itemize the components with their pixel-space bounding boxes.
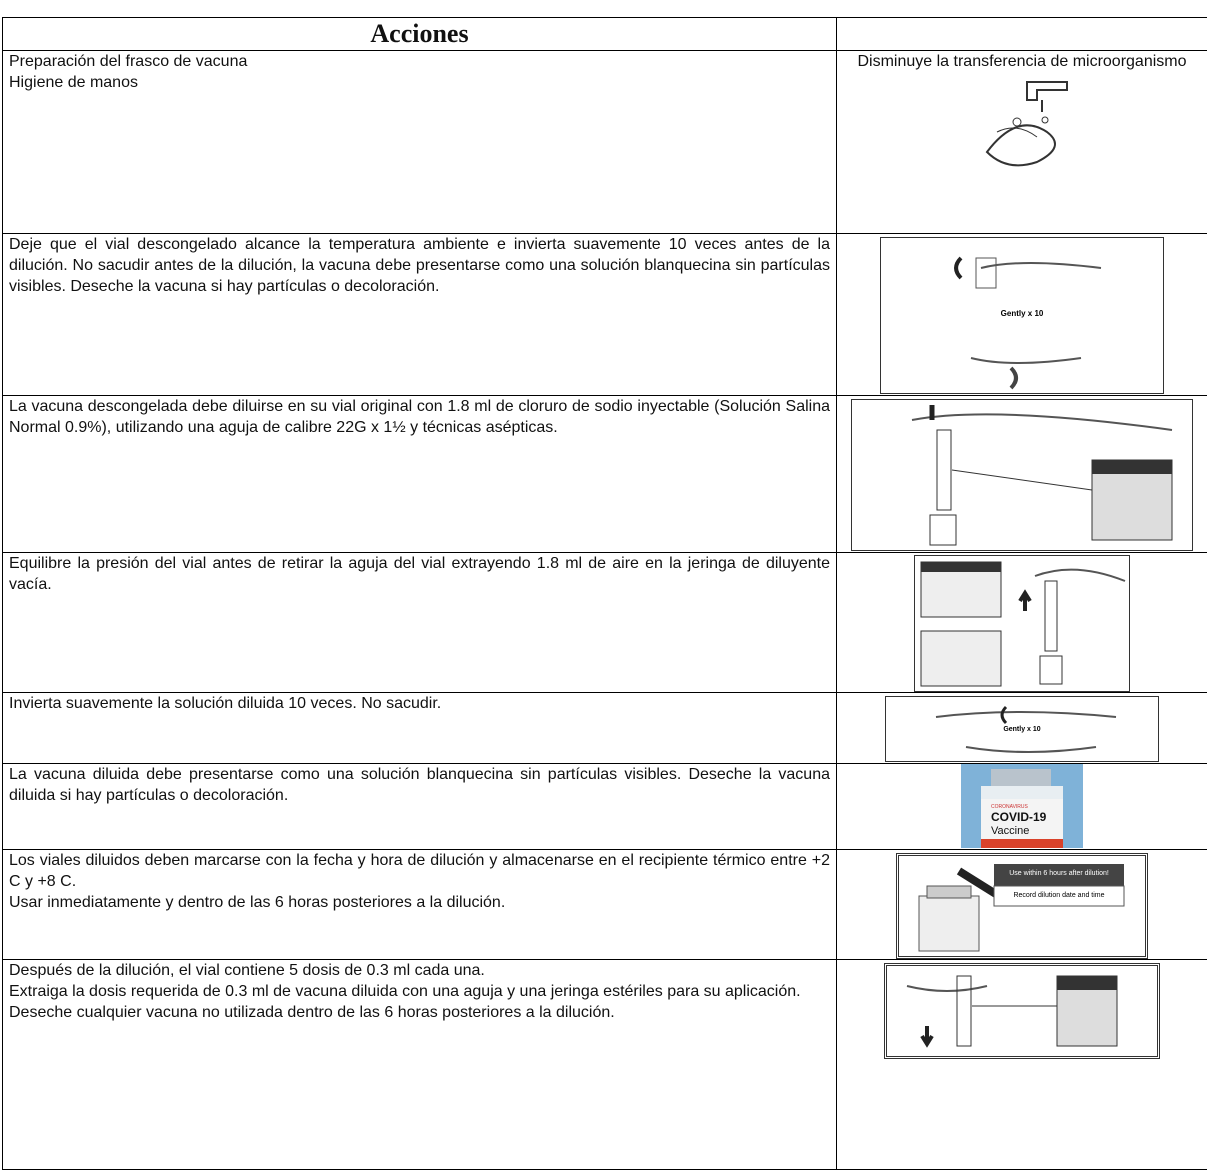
image-cell [836, 552, 1207, 693]
action-text: La vacuna diluida debe presentarse como … [9, 766, 830, 804]
image-text: COVID-19 [991, 810, 1047, 824]
action-text: Deseche cualquier vacuna no utilizada de… [9, 1004, 615, 1021]
dilute-image [851, 399, 1193, 551]
image-text: CORONAVIRUS [991, 804, 1029, 810]
image-text: Gently x 10 [1001, 309, 1044, 318]
action: Los viales diluidos deben marcarse con l… [2, 849, 837, 960]
header-empty [836, 17, 1207, 51]
image-text: Vaccine [991, 825, 1029, 837]
image-text: Use within 6 hours after dilution! [1009, 870, 1109, 877]
action-text: La vacuna descongelada debe diluirse en … [9, 398, 830, 436]
action-text: Invierta suavemente la solución diluida … [9, 695, 442, 712]
dose-image [884, 963, 1160, 1059]
label-image: Use within 6 hours after dilution! Record… [896, 853, 1148, 959]
action-text: Equilibre la presión del vial antes de r… [9, 555, 830, 593]
action-text: Usar inmediatamente y dentro de las 6 ho… [9, 894, 506, 911]
header: Acciones [2, 17, 837, 51]
image-text: Record dilution date and time [1013, 892, 1104, 899]
image-cell: Disminuye la transferencia de microorgan… [836, 50, 1207, 234]
action-text: Después de la dilución, el vial contiene… [9, 962, 485, 979]
image-cell: Gently x 10 [836, 692, 1207, 764]
action-text: Preparación del frasco de vacuna [9, 53, 248, 70]
image-text: Gently x 10 [1003, 726, 1040, 733]
actions-table: Acciones Preparación del frasco de vacun… [2, 17, 1207, 1170]
action: Equilibre la presión del vial antes de r… [2, 552, 837, 693]
invert-image: Gently x 10 [880, 237, 1164, 394]
action-text: Deje que el vial descongelado alcance la… [9, 236, 830, 295]
action-text: Higiene de manos [9, 74, 138, 91]
action: Invierta suavemente la solución diluida … [2, 692, 837, 764]
action: La vacuna diluida debe presentarse como … [2, 763, 837, 850]
image-cell: CORONAVIRUS COVID-19 Vaccine [836, 763, 1207, 850]
action: Preparación del frasco de vacuna Higiene … [2, 50, 837, 234]
action-text: Extraiga la dosis requerida de 0.3 ml de… [9, 983, 801, 1000]
note: Disminuye la transferencia de microorgan… [857, 53, 1187, 70]
action: La vacuna descongelada debe diluirse en … [2, 395, 837, 553]
image-cell: Use within 6 hours after dilution! Record… [836, 849, 1207, 960]
action: Después de la dilución, el vial contiene… [2, 959, 837, 1170]
action-text: Los viales diluidos deben marcarse con l… [9, 852, 830, 890]
equalize-image [914, 555, 1130, 692]
image-cell: Gently x 10 [836, 233, 1207, 396]
handwash-image [985, 81, 1068, 167]
image-cell [836, 959, 1207, 1170]
invert-image-2: Gently x 10 [885, 696, 1159, 762]
image-cell [836, 395, 1207, 553]
action: Deje que el vial descongelado alcance la… [2, 233, 837, 396]
